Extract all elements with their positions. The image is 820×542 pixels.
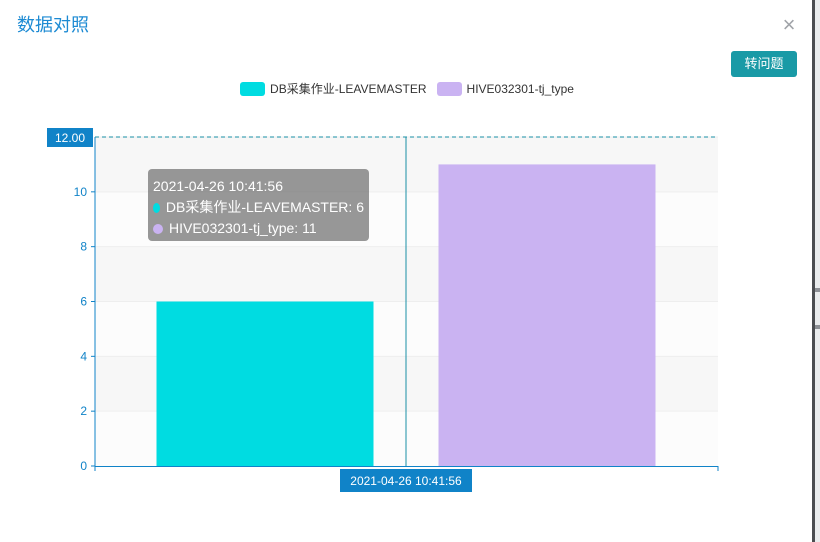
tooltip-text-series-1: DB采集作业-LEAVEMASTER: 6 xyxy=(165,199,364,215)
y-tick-label: 6 xyxy=(80,295,87,309)
tooltip-text-series-2: HIVE032301-tj_type: 11 xyxy=(169,220,317,236)
legend-swatch-series-2 xyxy=(436,81,462,96)
pointer-x-label-box xyxy=(340,469,472,492)
background-window-edge xyxy=(812,0,820,542)
close-icon[interactable]: × xyxy=(782,12,796,37)
legend-swatch-series-1 xyxy=(240,81,266,96)
edge-mark xyxy=(815,325,820,329)
legend-item-series-2[interactable]: HIVE032301-tj_type xyxy=(436,81,574,96)
legend-item-series-1[interactable]: DB采集作业-LEAVEMASTER xyxy=(240,80,427,97)
y-tick-label: 4 xyxy=(80,349,87,363)
y-tick-label: 10 xyxy=(74,185,88,199)
tooltip-row-series-1: DB采集作业-LEAVEMASTER: 6 xyxy=(153,197,364,218)
y-tick-label: 2 xyxy=(80,404,87,418)
tooltip-title: 2021-04-26 10:41:56 xyxy=(153,178,283,194)
pointer-x-label: 2021-04-26 10:41:56 xyxy=(350,474,462,488)
window-edge-line xyxy=(812,0,815,542)
pointer-y-label-box xyxy=(47,128,93,147)
y-tick-label: 0 xyxy=(80,459,87,473)
convert-to-issue-button[interactable]: 转问题 xyxy=(731,51,797,77)
dialog-title: 数据对照 xyxy=(17,15,89,35)
tooltip-dot-series-1 xyxy=(153,202,160,213)
pointer-y-label: 12.00 xyxy=(55,131,85,145)
chart-tooltip: 2021-04-26 10:41:56 DB采集作业-LEAVEMASTER: … xyxy=(148,169,369,241)
bar-series-2[interactable] xyxy=(438,164,656,466)
chart-legend: DB采集作业-LEAVEMASTER HIVE032301-tj_type xyxy=(0,80,812,97)
y-tick-label: 8 xyxy=(80,240,87,254)
legend-label-series-1: DB采集作业-LEAVEMASTER xyxy=(270,82,427,96)
bar-series-1[interactable] xyxy=(156,301,374,467)
tooltip-dot-series-2 xyxy=(153,223,163,234)
legend-label-series-2: HIVE032301-tj_type xyxy=(466,81,574,96)
tooltip-row-series-2: HIVE032301-tj_type: 11 xyxy=(153,218,364,239)
edge-mark xyxy=(815,288,820,292)
